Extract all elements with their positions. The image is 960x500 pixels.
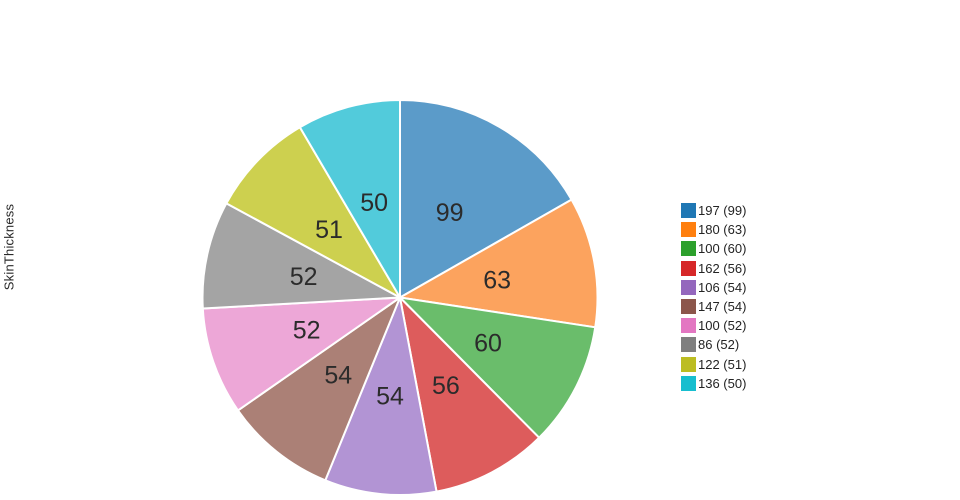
legend-item: 100 (52) <box>681 316 746 335</box>
legend-swatch-icon <box>681 356 696 372</box>
pie-slice <box>399 296 541 493</box>
pie-slice-label: 50 <box>360 189 388 217</box>
legend-label: 180 (63) <box>698 222 747 238</box>
legend-swatch-icon <box>681 375 696 391</box>
legend-label: 86 (52) <box>698 337 740 353</box>
legend-item: 106 (54) <box>681 278 746 297</box>
legend-label: 162 (56) <box>698 260 747 276</box>
legend-label: 147 (54) <box>698 299 747 315</box>
pie-slice-label: 60 <box>474 329 502 357</box>
legend-item: 180 (63) <box>681 220 746 239</box>
legend-label: 100 (52) <box>698 318 747 334</box>
legend-swatch-icon <box>681 337 696 353</box>
legend-swatch-icon <box>681 241 696 257</box>
pie-slice <box>298 99 401 299</box>
legend-swatch-icon <box>681 299 696 315</box>
pie-slice-label: 54 <box>324 362 352 390</box>
pie-slice-label: 52 <box>290 263 318 291</box>
legend-swatch-icon <box>681 318 696 334</box>
legend-item: 86 (52) <box>681 335 746 354</box>
pie-slice-label: 51 <box>315 216 343 244</box>
pie-slice-label: 54 <box>376 383 404 411</box>
pie-slice-label: 63 <box>483 267 511 295</box>
pie-slice <box>236 296 401 482</box>
legend-swatch-icon <box>681 203 696 219</box>
legend-label: 122 (51) <box>698 356 747 372</box>
pie-slice <box>201 202 401 310</box>
pie-slice <box>399 99 573 299</box>
pie-slice <box>201 296 401 412</box>
legend-item: 162 (56) <box>681 259 746 278</box>
legend-label: 100 (60) <box>698 241 747 257</box>
legend-label: 136 (50) <box>698 375 747 391</box>
legend-item: 100 (60) <box>681 239 746 258</box>
legend-label: 106 (54) <box>698 279 747 295</box>
legend: 197 (99) 180 (63) 100 (60) 162 (56) 106 … <box>681 201 746 393</box>
pie-slice <box>225 126 401 299</box>
legend-item: 147 (54) <box>681 297 746 316</box>
legend-swatch-icon <box>681 260 696 276</box>
pie-slice <box>399 296 597 439</box>
pie-slice <box>399 198 599 329</box>
legend-swatch-icon <box>681 279 696 295</box>
pie-slice <box>324 296 438 496</box>
legend-item: 136 (50) <box>681 374 746 393</box>
pie-slice-label: 52 <box>293 317 321 345</box>
legend-item: 197 (99) <box>681 201 746 220</box>
legend-label: 197 (99) <box>698 203 747 219</box>
pie-slice-label: 99 <box>436 199 464 227</box>
legend-swatch-icon <box>681 222 696 238</box>
pie-slice-label: 56 <box>432 372 460 400</box>
legend-item: 122 (51) <box>681 355 746 374</box>
